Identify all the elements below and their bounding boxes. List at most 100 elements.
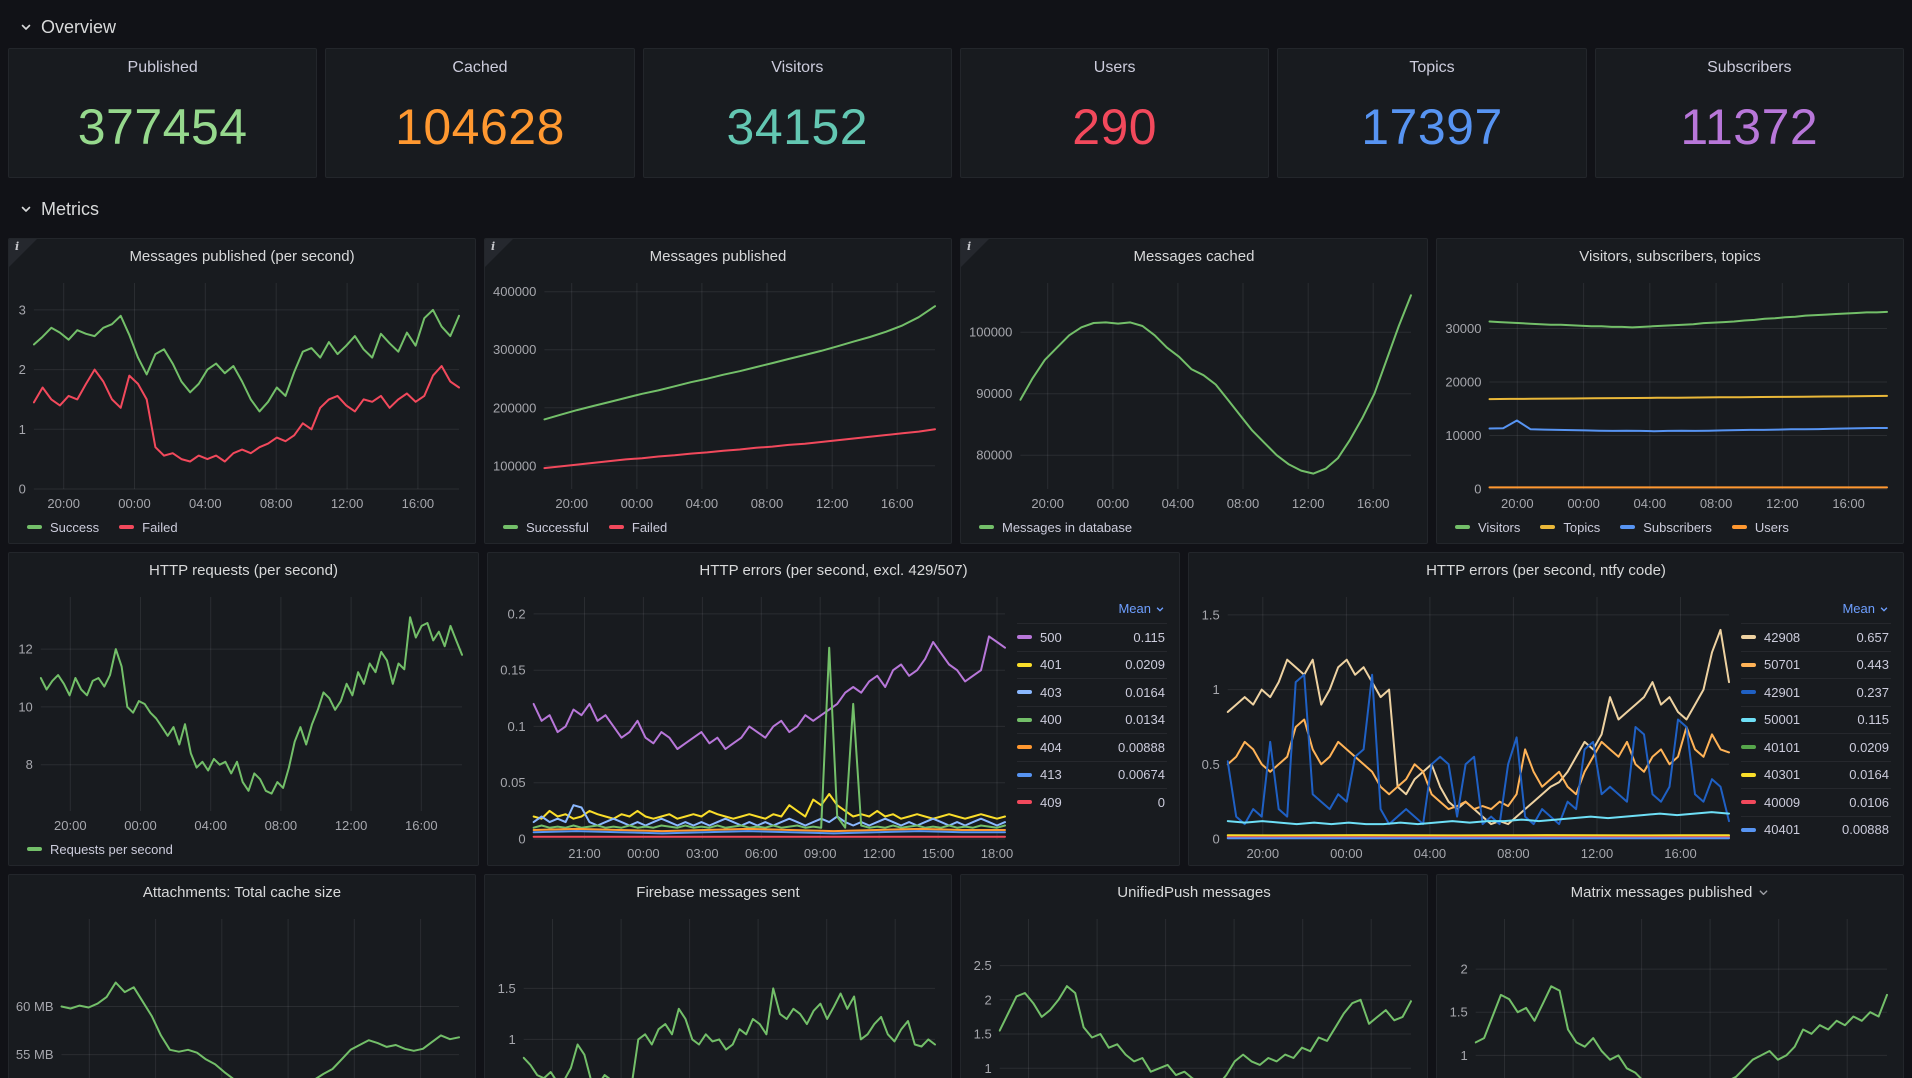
legend-mean-value: 0.115: [1133, 629, 1165, 645]
legend-table-row-403[interactable]: 403 0.0164: [1017, 678, 1167, 706]
y-axis-label: 8: [26, 757, 33, 772]
legend-item-messages-in-database[interactable]: Messages in database: [979, 520, 1132, 535]
chart-canvas[interactable]: 20:00 00:00 04:00 08:00 12:00 16:00 100000 2000…: [489, 273, 945, 515]
y-axis-label: 2: [984, 992, 991, 1007]
section-header-metrics[interactable]: Metrics: [8, 188, 1904, 230]
x-axis-label: 00:00: [1097, 496, 1130, 511]
x-axis-label: 04:00: [189, 496, 222, 511]
chart-canvas[interactable]: 1 1.5 2 2.5: [965, 909, 1421, 1078]
chart-area[interactable]: 1 1.5 2: [1441, 909, 1897, 1078]
chart-canvas[interactable]: 0.511.5: [489, 909, 945, 1078]
legend-table-row-409[interactable]: 409 0: [1017, 788, 1167, 816]
series-413: [532, 830, 1006, 835]
panel-title[interactable]: Messages published (per second): [129, 247, 355, 265]
metrics-row-3: Attachments: Total cache size 55 MB 60 MB…: [8, 874, 1904, 1078]
legend-table-row-40101[interactable]: 40101 0.0209: [1741, 733, 1891, 761]
x-axis-label: 04:00: [194, 818, 227, 833]
legend-swatch: [1017, 745, 1032, 750]
chart-area[interactable]: 20:00 00:00 04:00 08:00 12:00 16:00 8 10 12: [13, 587, 472, 837]
legend-item-requests-per-second[interactable]: Requests per second: [27, 842, 173, 857]
legend-swatch: [1017, 772, 1032, 777]
chart-area[interactable]: 20:00 00:00 04:00 08:00 12:00 16:00 0 0.5 1 1.5: [1193, 587, 1739, 865]
legend-table-row-40401[interactable]: 40401 0.00888: [1741, 815, 1891, 844]
legend-table-row-40301[interactable]: 40301 0.0164: [1741, 760, 1891, 789]
panel-title[interactable]: HTTP errors (per second, ntfy code): [1426, 561, 1666, 579]
chart-area[interactable]: 21:00 00:00 03:00 06:00 09:00 12:00 15:00 18:00…: [492, 587, 1015, 865]
panel-title[interactable]: UnifiedPush messages: [1117, 883, 1271, 901]
panel-info-icon[interactable]: i: [961, 239, 989, 267]
legend-item-visitors[interactable]: Visitors: [1455, 520, 1520, 535]
chart-area[interactable]: 20:00 00:00 04:00 08:00 12:00 16:00 0 1 2 3: [13, 273, 469, 515]
chart-canvas[interactable]: 11.52: [1441, 909, 1897, 1078]
y-axis-label: 20000: [1445, 375, 1481, 390]
legend-table: Mean 500 0.115 401 0.0209 403 0.0164 400 0.0134 4…: [1015, 587, 1173, 865]
panel-http-requests: HTTP requests (per second) 20:00 00:00 04:…: [8, 552, 479, 866]
legend-swatch: [1017, 662, 1032, 667]
chart-canvas[interactable]: 55 MB 60 MB: [13, 909, 469, 1078]
chart-area[interactable]: 1 1.5 2 2.5: [965, 909, 1421, 1078]
legend-table-row-40009[interactable]: 40009 0.0106: [1741, 788, 1891, 816]
section-header-overview[interactable]: Overview: [8, 6, 1904, 48]
legend-table-row-413[interactable]: 413 0.00674: [1017, 760, 1167, 789]
panel-matrix-messages: Matrix messages published 1 1.5 2: [1436, 874, 1904, 1078]
legend-mean-value: 0.657: [1856, 629, 1889, 645]
legend-item-users[interactable]: Users: [1731, 519, 1789, 535]
chart-area[interactable]: 55 MB 60 MB: [13, 909, 469, 1078]
legend-label: Users: [1754, 519, 1789, 535]
legend-item-subscribers[interactable]: Subscribers: [1620, 520, 1712, 535]
chart-canvas[interactable]: 20:00 00:00 04:00 08:00 12:00 16:00 0 0.5 1 1.5: [1193, 587, 1739, 865]
legend: Successful Failed: [485, 515, 951, 543]
legend-item-topics[interactable]: Topics: [1540, 520, 1600, 535]
panel-info-icon[interactable]: i: [485, 239, 513, 267]
stat-subscribers: Subscribers 11372: [1594, 48, 1904, 178]
legend-table-row-401[interactable]: 401 0.0209: [1017, 650, 1167, 679]
legend-mean-value: 0.443: [1856, 657, 1889, 673]
panel-http-errors-ntfy: HTTP errors (per second, ntfy code) 20:0…: [1188, 552, 1904, 866]
panel-title[interactable]: Messages cached: [1133, 247, 1255, 265]
legend-key: 42908: [1741, 630, 1800, 645]
legend-sort-header-mean[interactable]: Mean: [1017, 601, 1167, 623]
legend-table-row-42901[interactable]: 42901 0.237: [1741, 678, 1891, 706]
x-axis-label: 08:00: [260, 496, 293, 511]
chart-canvas[interactable]: 20:00 00:00 04:00 08:00 12:00 16:00 80000 90000…: [965, 273, 1421, 515]
panel-info-icon[interactable]: i: [9, 239, 37, 267]
chart-area[interactable]: 0.511.5: [489, 909, 945, 1078]
legend-key: 40009: [1741, 795, 1800, 810]
legend-key: 404: [1017, 740, 1062, 755]
legend-item-successful[interactable]: Successful: [503, 520, 589, 535]
legend-table-row-50701[interactable]: 50701 0.443: [1741, 650, 1891, 679]
panel-title[interactable]: Firebase messages sent: [636, 883, 800, 901]
legend-label: Subscribers: [1643, 519, 1712, 535]
chart-area[interactable]: 20:00 00:00 04:00 08:00 12:00 16:00 80000 90000…: [965, 273, 1421, 515]
x-axis-label: 20:00: [555, 496, 588, 511]
panel-title[interactable]: HTTP requests (per second): [149, 561, 338, 579]
legend-table-row-500[interactable]: 500 0.115: [1017, 623, 1167, 651]
legend-table-row-400[interactable]: 400 0.0134: [1017, 705, 1167, 734]
chart-canvas[interactable]: 20:00 00:00 04:00 08:00 12:00 16:00 8 10 12: [13, 587, 472, 837]
x-axis-label: 04:00: [1634, 496, 1667, 511]
legend-table-row-42908[interactable]: 42908 0.657: [1741, 623, 1891, 651]
legend-item-success[interactable]: Success: [27, 520, 99, 535]
panel-title[interactable]: Matrix messages published: [1437, 875, 1903, 909]
y-axis-label: 0: [1212, 832, 1219, 847]
y-axis-label: 55 MB: [16, 1047, 54, 1062]
series-Firebase messages: [522, 987, 936, 1078]
x-axis-label: 16:00: [1664, 846, 1697, 861]
chart-canvas[interactable]: 20:00 00:00 04:00 08:00 12:00 16:00 0 10000 2000…: [1441, 273, 1897, 515]
chevron-down-icon: [1156, 606, 1164, 612]
legend-table-row-50001[interactable]: 50001 0.115: [1741, 705, 1891, 734]
chart-area[interactable]: 20:00 00:00 04:00 08:00 12:00 16:00 100000 2000…: [489, 273, 945, 515]
panel-title[interactable]: Messages published: [649, 247, 787, 265]
legend-table-row-404[interactable]: 404 0.00888: [1017, 733, 1167, 761]
legend-item-failed[interactable]: Failed: [119, 520, 178, 535]
legend-item-failed[interactable]: Failed: [608, 520, 667, 535]
panel-title[interactable]: HTTP errors (per second, excl. 429/507): [699, 561, 968, 579]
panel-title[interactable]: Attachments: Total cache size: [142, 883, 342, 901]
chart-canvas[interactable]: 21:00 00:00 03:00 06:00 09:00 12:00 15:00 18:00…: [492, 587, 1015, 865]
series-Success: [32, 308, 460, 413]
panel-title[interactable]: Visitors, subscribers, topics: [1579, 247, 1761, 265]
chart-area[interactable]: 20:00 00:00 04:00 08:00 12:00 16:00 0 10000 2000…: [1441, 273, 1897, 515]
legend-sort-header-mean[interactable]: Mean: [1741, 601, 1891, 623]
chart-canvas[interactable]: 20:00 00:00 04:00 08:00 12:00 16:00 0 1 2 3: [13, 273, 469, 515]
